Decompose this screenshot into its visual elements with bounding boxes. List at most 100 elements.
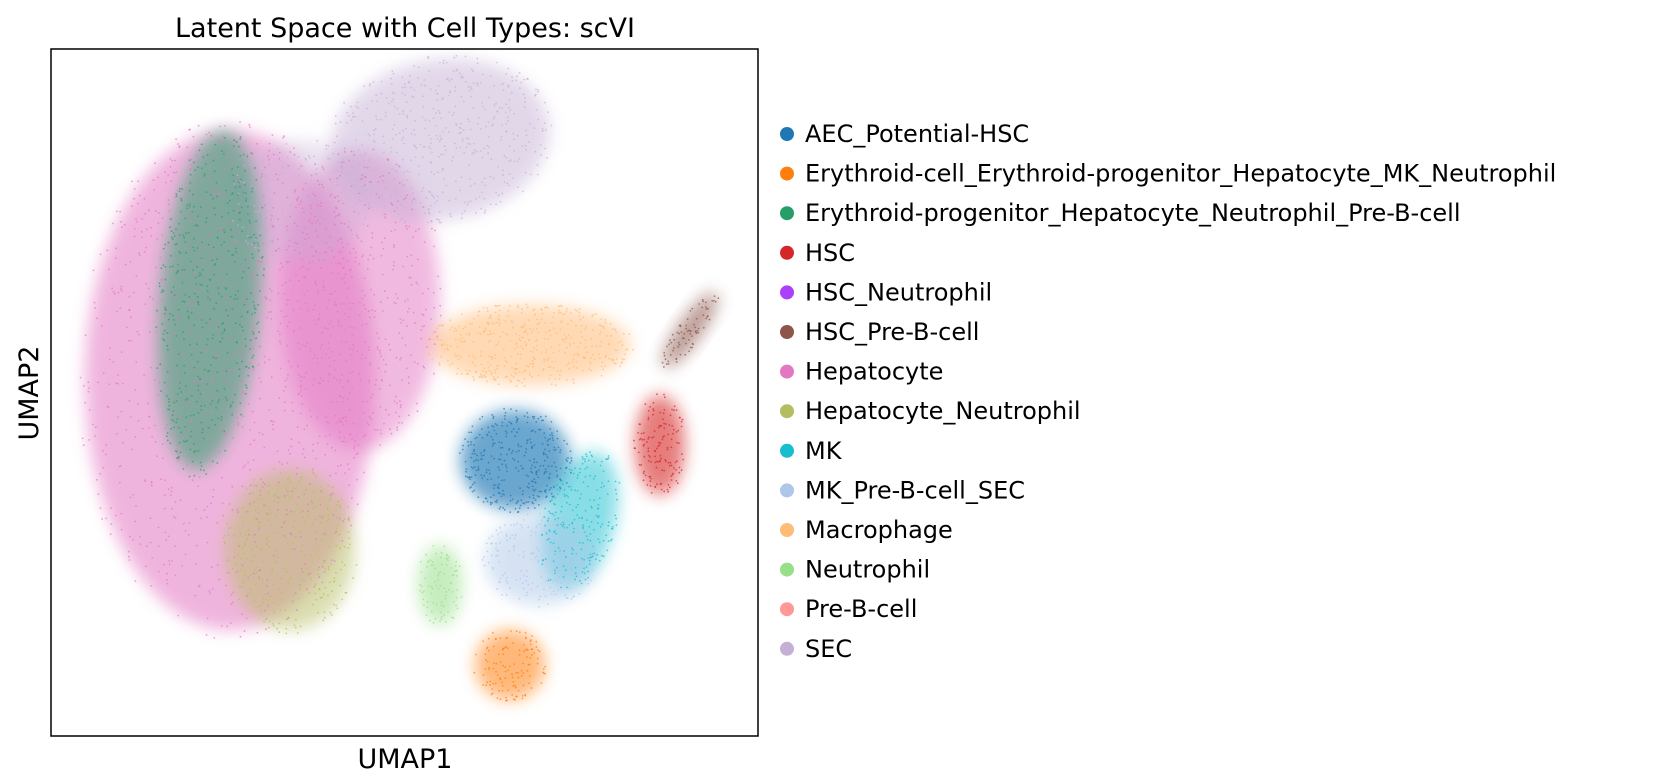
cell-point	[398, 415, 401, 418]
cell-point	[302, 231, 305, 234]
cell-point	[358, 162, 360, 165]
cell-point	[194, 594, 197, 597]
cell-point	[177, 263, 179, 266]
cell-point	[304, 519, 306, 522]
cell-point	[611, 360, 614, 362]
cell-point	[597, 516, 600, 519]
cell-point	[333, 223, 336, 226]
cell-point	[550, 421, 553, 423]
cell-point	[428, 120, 431, 122]
cell-point	[492, 667, 495, 670]
cell-point	[600, 365, 603, 368]
cell-point	[268, 162, 271, 165]
cell-point	[253, 554, 256, 557]
cell-point	[172, 319, 175, 321]
cell-point	[201, 241, 203, 244]
cell-point	[544, 558, 547, 561]
cell-point	[497, 476, 500, 479]
cell-point	[195, 154, 198, 157]
cell-point	[187, 534, 190, 536]
cell-point	[294, 249, 296, 252]
cell-point	[333, 376, 335, 379]
cell-point	[536, 657, 539, 660]
cell-point	[233, 535, 236, 538]
cell-point	[480, 454, 483, 457]
cell-point	[232, 146, 235, 149]
cell-point	[680, 469, 683, 472]
cell-point	[223, 430, 226, 433]
cell-point	[277, 483, 280, 486]
cell-point	[164, 308, 167, 311]
cell-point	[558, 575, 561, 578]
cell-point	[158, 282, 161, 285]
cell-point	[432, 544, 435, 547]
cell-point	[376, 332, 378, 335]
cell-point	[515, 409, 518, 412]
cell-point	[167, 535, 170, 538]
cell-point	[456, 607, 459, 610]
cell-point	[460, 217, 463, 220]
cell-point	[269, 299, 272, 301]
cell-point	[325, 228, 327, 230]
cell-point	[309, 347, 312, 350]
legend-item: Erythroid-cell_Erythroid-progenitor_Hepa…	[780, 160, 1556, 188]
cell-point	[140, 230, 143, 233]
cell-point	[454, 105, 457, 108]
cell-point	[657, 426, 660, 429]
cell-point	[310, 500, 313, 503]
cell-point	[664, 460, 667, 462]
cell-point	[190, 260, 192, 263]
cell-point	[120, 289, 123, 292]
cell-point	[235, 247, 237, 250]
cell-point	[668, 486, 671, 489]
cell-point	[554, 378, 557, 380]
legend-label: Hepatocyte_Neutrophil	[805, 397, 1081, 425]
cell-point	[535, 646, 538, 648]
cell-point	[397, 421, 400, 424]
cell-point	[486, 380, 488, 383]
cell-point	[350, 150, 353, 153]
cell-point	[492, 417, 495, 419]
cell-point	[287, 478, 289, 481]
cell-point	[287, 617, 289, 620]
cell-point	[442, 605, 445, 608]
cell-point	[554, 578, 557, 581]
cell-point	[468, 476, 471, 479]
cell-point	[605, 458, 607, 461]
cell-point	[366, 225, 369, 227]
cell-point	[567, 457, 569, 459]
cell-point	[343, 436, 346, 439]
cell-point	[457, 354, 460, 357]
cell-point	[308, 220, 310, 223]
cell-point	[598, 559, 601, 562]
cell-point	[382, 135, 385, 138]
cell-point	[115, 514, 117, 517]
cell-point	[453, 570, 456, 573]
cell-point	[614, 514, 617, 517]
cell-point	[212, 488, 215, 491]
cell-point	[171, 160, 174, 162]
cell-point	[280, 310, 283, 312]
cell-point	[438, 140, 441, 143]
cell-point	[301, 248, 304, 251]
cell-point	[309, 409, 311, 412]
cell-point	[584, 458, 586, 461]
cell-point	[426, 346, 428, 348]
cell-point	[400, 404, 402, 406]
cell-point	[333, 577, 336, 579]
cell-point	[634, 447, 636, 450]
cell-point	[319, 222, 321, 225]
cell-point	[544, 471, 546, 473]
cell-point	[164, 314, 167, 317]
cell-point	[512, 642, 514, 645]
cell-point	[299, 386, 302, 388]
cell-point	[557, 517, 560, 520]
cell-point	[298, 441, 300, 444]
cell-point	[439, 584, 442, 587]
cell-point	[267, 604, 269, 607]
cell-point	[134, 435, 137, 438]
cell-point	[516, 134, 519, 137]
cell-point	[197, 215, 199, 218]
cell-point	[181, 436, 184, 439]
cell-point	[554, 550, 557, 552]
